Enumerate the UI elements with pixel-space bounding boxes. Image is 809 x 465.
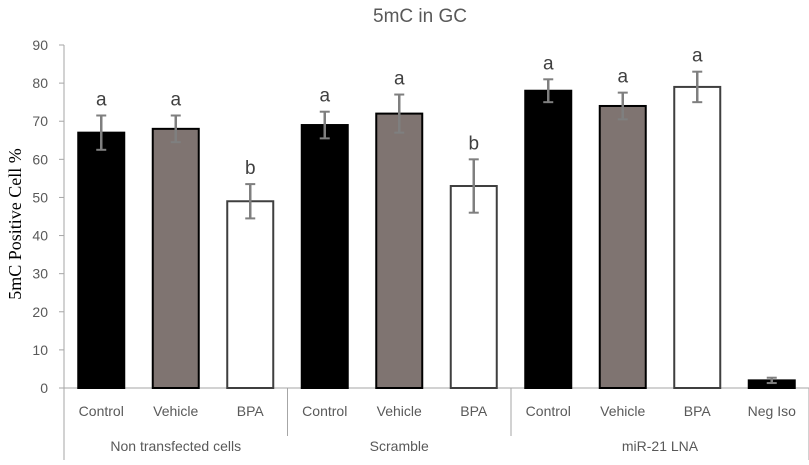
bars — [77, 70, 796, 390]
bar — [151, 127, 200, 389]
x-category-label: Vehicle — [377, 403, 422, 419]
x-category-label: BPA — [684, 403, 712, 419]
y-tick-label: 40 — [32, 228, 48, 244]
significance-label: a — [394, 69, 405, 90]
y-tick-label: 60 — [32, 151, 48, 167]
y-tick-label: 20 — [32, 304, 48, 320]
y-tick-label: 0 — [40, 380, 48, 396]
x-category-label: Vehicle — [600, 403, 645, 419]
labels: 0 10 20 30 40 50 60 70 80 90 Non transfected cells… — [32, 37, 796, 454]
bar — [77, 131, 126, 389]
x-category-label: Vehicle — [153, 403, 198, 419]
x-category-label: BPA — [460, 403, 488, 419]
x-category-label: Control — [79, 403, 124, 419]
bar — [524, 89, 573, 389]
x-category-label: Control — [526, 403, 571, 419]
bar — [598, 104, 647, 389]
x-category-label: Neg Iso — [748, 403, 796, 419]
y-axis-title: 5mC Positive Cell % — [5, 148, 25, 300]
significance-label: a — [170, 90, 181, 111]
x-category-label: BPA — [237, 403, 265, 419]
bar — [226, 200, 275, 389]
y-tick-label: 10 — [32, 342, 48, 358]
significance-label: a — [617, 67, 628, 88]
y-tick-label: 30 — [32, 266, 48, 282]
x-group-label: miR-21 LNA — [622, 438, 699, 454]
chart-title: 5mC in GC — [373, 6, 467, 27]
significance-label: a — [96, 90, 107, 111]
x-group-label: Scramble — [370, 438, 429, 454]
significance-label: b — [468, 133, 479, 154]
significance-label: a — [692, 46, 703, 67]
bar — [375, 112, 424, 389]
bar — [300, 124, 349, 390]
bar — [673, 85, 722, 390]
significance-label: a — [319, 86, 330, 107]
y-tick-label: 70 — [32, 113, 48, 129]
x-category-label: Control — [302, 403, 347, 419]
bar — [449, 185, 498, 389]
significance-label: a — [543, 53, 554, 74]
significance-label: b — [245, 158, 256, 179]
x-group-label: Non transfected cells — [110, 438, 241, 454]
y-tick-label: 80 — [32, 75, 48, 91]
y-tick-label: 90 — [32, 37, 48, 53]
y-tick-label: 50 — [32, 189, 48, 205]
